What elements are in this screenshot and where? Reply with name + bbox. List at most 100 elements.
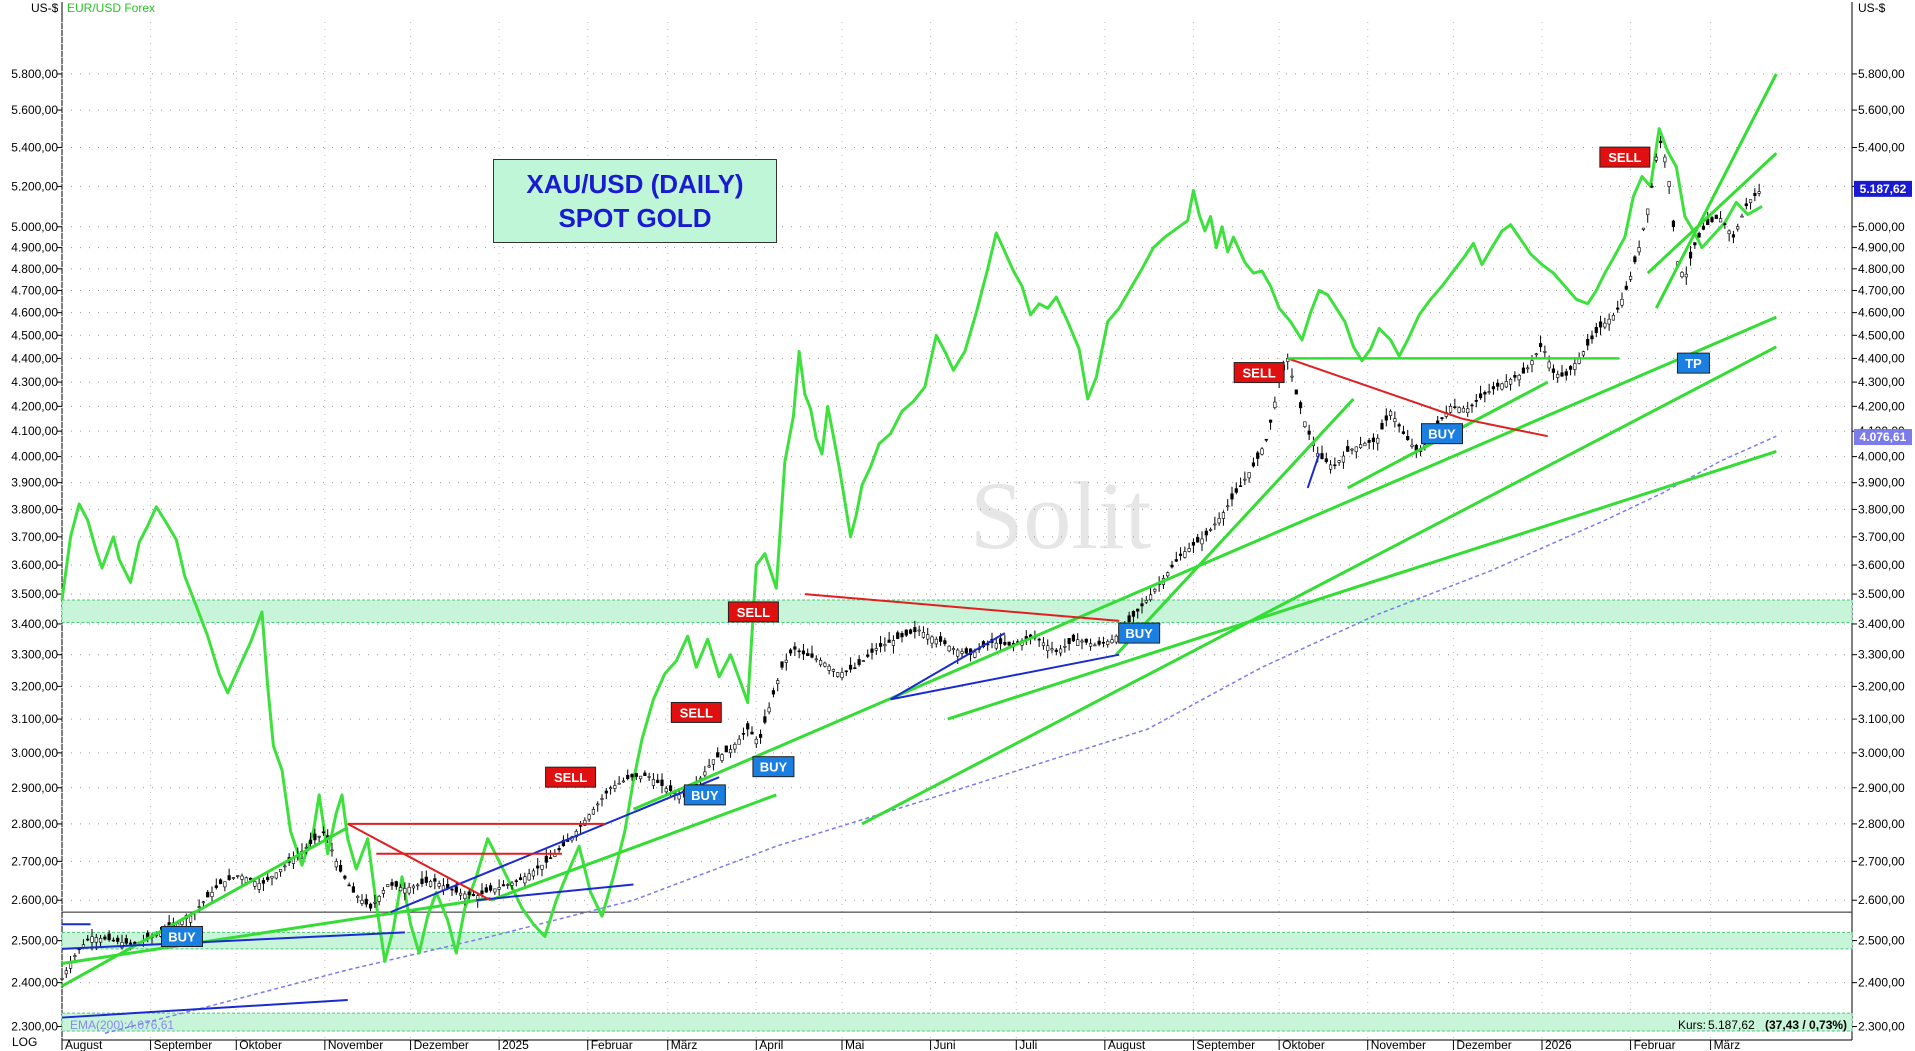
candle-body: [510, 882, 514, 886]
candle-body: [1071, 634, 1076, 642]
y-tick-label-right: 3.900,00: [1858, 476, 1905, 490]
candle-body: [94, 937, 98, 943]
candle-body: [1127, 615, 1131, 622]
candle-body: [1358, 444, 1363, 449]
y-tick-label-right: 3.200,00: [1858, 679, 1905, 693]
signal-sell-label: SELL: [680, 705, 713, 720]
y-tick-label: 4.600,00: [11, 306, 58, 320]
candle-body: [1208, 529, 1213, 531]
candle-body: [1466, 408, 1470, 413]
y-tick-label-right: 4.600,00: [1858, 306, 1905, 320]
candle-body: [703, 771, 707, 776]
candle-body: [1650, 185, 1654, 188]
candle-body: [90, 936, 94, 943]
candle-body: [1234, 488, 1238, 493]
x-tick-label: 2025: [502, 1038, 529, 1051]
candle-body: [488, 885, 493, 891]
candle-body: [776, 680, 780, 685]
signal-buy-label: BUY: [691, 788, 719, 803]
candle-body: [1637, 247, 1641, 253]
candle-body: [1448, 406, 1453, 413]
candle-body: [407, 886, 411, 894]
candle-body: [1453, 406, 1457, 408]
chart-subtitle: SPOT GOLD: [558, 203, 712, 233]
zones: [61, 599, 1853, 1032]
candle-body: [1106, 640, 1110, 645]
candle-body: [1684, 273, 1688, 278]
candle-body: [313, 833, 317, 841]
x-tick-label: März: [671, 1038, 698, 1051]
y-tick-label: 3.300,00: [11, 648, 58, 662]
ema-price-marker: [1854, 429, 1912, 446]
candle-body: [1298, 402, 1303, 409]
candle-body: [214, 885, 218, 888]
candle-body: [377, 895, 381, 902]
candle-body: [266, 876, 270, 881]
candle-body: [1093, 644, 1097, 647]
y-tick-label: 2.300,00: [11, 1019, 58, 1033]
y-tick-label-right: 4.500,00: [1858, 328, 1905, 342]
trendline-blue: [476, 883, 634, 902]
candle-body: [1530, 360, 1534, 365]
candle-body: [210, 892, 214, 897]
candle-body: [493, 888, 497, 893]
y-tick-label: 2.800,00: [11, 817, 58, 831]
candle-body: [797, 650, 801, 653]
y-tick-label-right: 2.400,00: [1858, 976, 1905, 990]
ema-price-marker-text: 4.076,61: [1860, 430, 1907, 444]
candle-body: [248, 877, 253, 880]
candle-body: [206, 891, 210, 898]
candle-body: [1217, 518, 1221, 524]
y-tick-label: 2.400,00: [11, 976, 58, 990]
candle-body: [514, 880, 518, 883]
candle-body: [836, 672, 840, 677]
trendlines: [61, 73, 1778, 1019]
candle-body: [1393, 418, 1397, 422]
y-tick-label: 5.800,00: [11, 67, 58, 81]
signal-sell-label: SELL: [1243, 366, 1276, 381]
candle-body: [1461, 407, 1466, 413]
candle-body: [763, 716, 767, 723]
candle-body: [424, 876, 428, 883]
candle-body: [1178, 553, 1183, 556]
candle-body: [857, 659, 861, 665]
candle-body: [664, 788, 668, 793]
y-tick-label-right: 4.400,00: [1858, 351, 1905, 365]
candle-body: [124, 938, 128, 944]
candle-body: [73, 955, 77, 957]
candle-body: [1727, 230, 1731, 235]
candle-body: [1744, 203, 1748, 207]
signal-sell-box: [1233, 362, 1285, 384]
candle-body: [1547, 361, 1551, 369]
signal-sell-box: [727, 601, 779, 623]
candle-body: [411, 885, 416, 889]
y-tick-label-right: 4.000,00: [1858, 450, 1905, 464]
candle-body: [330, 849, 334, 852]
candle-body: [1560, 372, 1564, 377]
candle-body: [1174, 559, 1178, 562]
candle-body: [201, 901, 206, 904]
candle-body: [506, 884, 510, 886]
candle-body: [1474, 400, 1478, 402]
candle-body: [1376, 437, 1380, 444]
candle-body: [1354, 446, 1358, 453]
y-tick-label: 3.000,00: [11, 746, 58, 760]
watermark-text: Solit: [970, 462, 1152, 569]
candle-body: [420, 878, 424, 885]
candle-body: [818, 660, 823, 666]
trendline-blue: [890, 653, 1120, 701]
candle-body: [728, 749, 733, 754]
signal-buy-box: [752, 756, 795, 778]
candle-body: [317, 835, 321, 838]
candle-body: [1478, 393, 1483, 399]
candle-body: [356, 895, 360, 898]
support-zone: [61, 931, 1853, 950]
candle-body: [1658, 140, 1663, 144]
y-tick-label: 3.100,00: [11, 712, 58, 726]
candle-body: [1294, 389, 1298, 395]
candle-body: [304, 847, 308, 849]
price-series: [60, 136, 1761, 980]
candle-body: [544, 855, 548, 863]
candle-body: [578, 825, 583, 827]
